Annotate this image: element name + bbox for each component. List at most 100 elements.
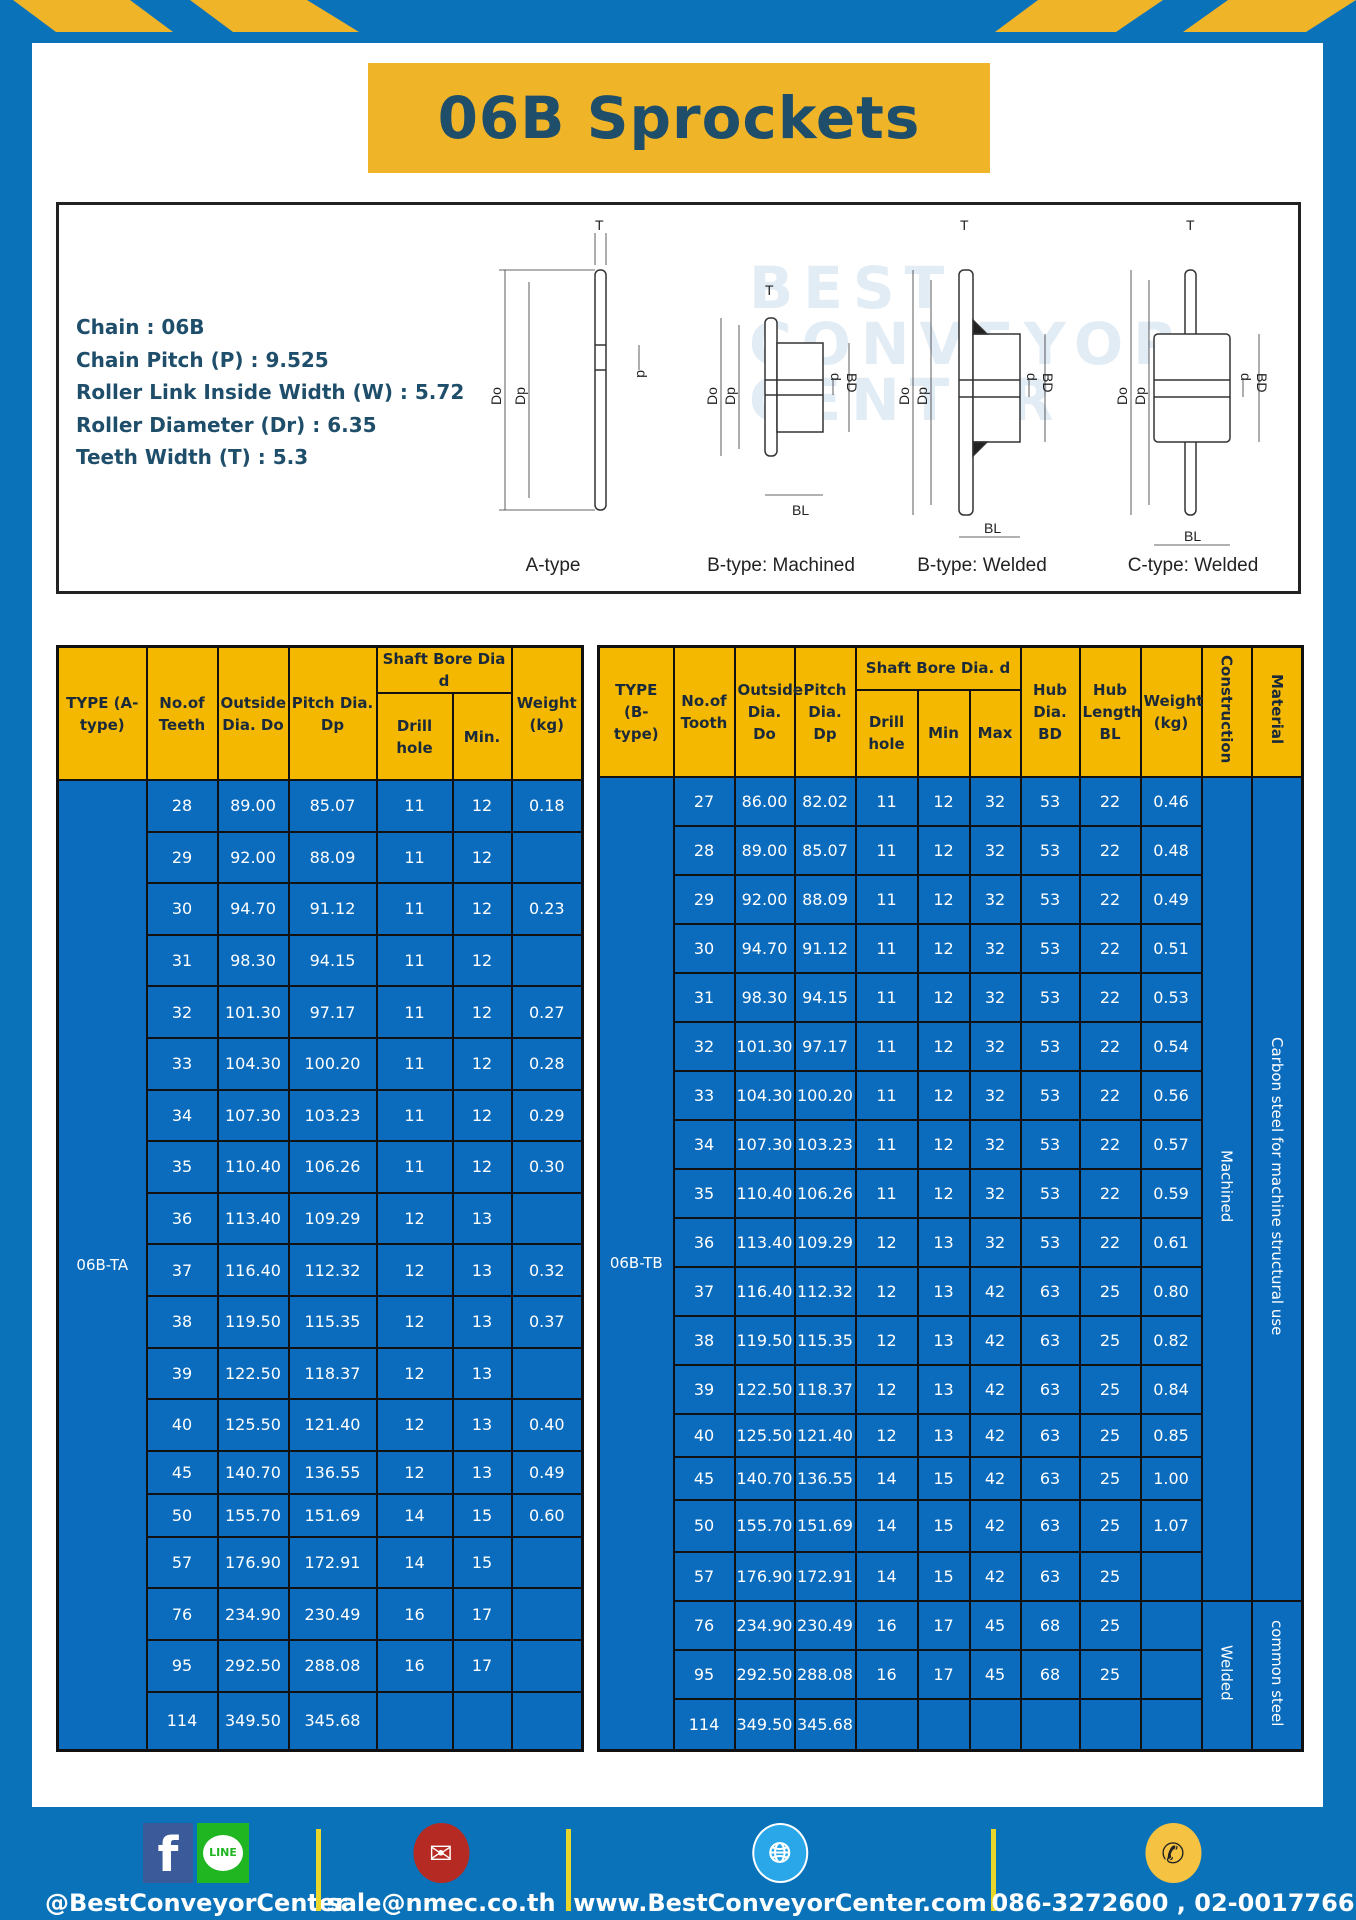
cell-max-bore: 32	[968, 971, 1022, 1023]
cell-outside-dia: 122.50	[216, 1346, 290, 1401]
cell-drill-hole: 12	[854, 1314, 919, 1366]
cell-weight	[510, 1587, 584, 1641]
svg-text:Do: Do	[1114, 387, 1130, 405]
cell-min-bore: 12	[451, 985, 513, 1039]
website-contact[interactable]: 🌐︎ www.BestConveyorCenter.com	[573, 1807, 987, 1917]
cell-teeth: 45	[145, 1449, 219, 1495]
email-contact[interactable]: ✉ sale@nmec.co.th	[326, 1807, 556, 1917]
cell-weight: 0.37	[510, 1294, 584, 1349]
cell-min-bore: 15	[916, 1498, 971, 1553]
table-row: 32 101.30 97.17 11 12 32 53 22 0.54	[599, 1020, 1303, 1072]
label-a-type: A-type	[525, 555, 581, 576]
cell-outside-dia: 176.90	[216, 1535, 290, 1590]
cell-pitch-dia: 82.02	[793, 775, 857, 827]
cell-teeth: 29	[145, 830, 219, 885]
cell-teeth: 30	[145, 882, 219, 936]
cell-pitch-dia: 121.40	[287, 1398, 378, 1452]
phone-icon: ✆	[1144, 1823, 1201, 1883]
cell-pitch-dia: 85.07	[793, 824, 857, 876]
cell-pitch-dia: 103.23	[287, 1088, 378, 1143]
cell-drill-hole: 11	[375, 985, 454, 1039]
material-cell: Carbon steel for machine structural use	[1250, 775, 1304, 1602]
cell-pitch-dia: 230.49	[793, 1599, 857, 1651]
cell-hub-dia	[1019, 1697, 1081, 1752]
cell-teeth: 39	[145, 1346, 219, 1401]
email-icon: ✉	[413, 1823, 469, 1883]
cell-pitch-dia: 91.12	[287, 882, 378, 936]
cell-teeth: 40	[672, 1412, 736, 1458]
cell-hub-length: 25	[1078, 1648, 1142, 1700]
cell-outside-dia: 234.90	[733, 1599, 796, 1651]
spec-teeth-width: Teeth Width (T) : 5.3	[76, 445, 309, 469]
cell-drill-hole: 12	[854, 1363, 919, 1415]
header-material: Material	[1250, 645, 1304, 778]
email-address[interactable]: sale@nmec.co.th	[326, 1889, 556, 1917]
cell-teeth: 57	[672, 1550, 736, 1602]
table-row: 57 176.90 172.91 14 15 42 63 25	[599, 1550, 1303, 1602]
table-row: 35 110.40 106.26 11 12 32 53 22 0.59	[599, 1167, 1303, 1219]
cell-pitch-dia: 118.37	[287, 1346, 378, 1401]
header-hub-length: Hub Length BL	[1078, 645, 1142, 778]
divider	[316, 1829, 321, 1911]
cell-drill-hole: 12	[375, 1346, 454, 1401]
cell-weight: 0.85	[1139, 1412, 1203, 1458]
header-outside-dia: Outside Dia. Do	[733, 645, 803, 778]
table-row: 30 94.70 91.12 11 12 32 53 22 0.51	[599, 922, 1303, 974]
line-icon[interactable]: LINE	[197, 1823, 249, 1883]
table-row: 29 92.00 88.09 11 12	[58, 830, 584, 885]
cell-hub-dia: 53	[1019, 1167, 1081, 1219]
cell-pitch-dia: 112.32	[793, 1265, 857, 1317]
cell-max-bore: 42	[968, 1455, 1022, 1501]
cell-outside-dia: 176.90	[733, 1550, 796, 1602]
cell-weight: 0.49	[510, 1449, 584, 1495]
cell-weight: 0.57	[1139, 1118, 1203, 1170]
construction-cell: Welded	[1200, 1599, 1253, 1752]
title-banner: 06B Sprockets	[368, 63, 990, 173]
cell-outside-dia: 94.70	[216, 882, 290, 936]
c-welded-drawing	[1130, 269, 1260, 546]
svg-text:T: T	[1186, 217, 1195, 233]
table-row: 40 125.50 121.40 12 13 42 63 25 0.85	[599, 1412, 1303, 1458]
table-row: 37 116.40 112.32 12 13 42 63 25 0.80	[599, 1265, 1303, 1317]
cell-hub-length: 22	[1078, 1020, 1142, 1072]
cell-drill-hole: 11	[854, 1069, 919, 1121]
social-contact[interactable]: f LINE @BestConveyorCenter	[45, 1807, 347, 1917]
cell-weight	[1139, 1550, 1203, 1602]
cell-max-bore: 32	[968, 1069, 1022, 1121]
spec-pitch: Chain Pitch (P) : 9.525	[76, 347, 329, 372]
phone-numbers[interactable]: 086-3272600 , 02-0017766	[991, 1889, 1355, 1917]
svg-text:d: d	[828, 373, 844, 381]
cell-teeth: 45	[672, 1455, 736, 1501]
cell-pitch-dia: 115.35	[287, 1294, 378, 1349]
cell-hub-dia: 68	[1019, 1599, 1081, 1651]
table-row: 50 155.70 151.69 14 15 0.60	[58, 1492, 584, 1538]
cell-drill-hole: 11	[854, 1020, 919, 1072]
header-drill-hole: Drill hole	[854, 688, 919, 778]
cell-weight: 0.53	[1139, 971, 1203, 1023]
cell-drill-hole: 11	[854, 922, 919, 974]
table-row: 31 98.30 94.15 11 12 32 53 22 0.53	[599, 971, 1303, 1023]
header-drill-hole: Drill hole	[375, 692, 454, 781]
type-cell: 06B-TA	[56, 779, 148, 1752]
cell-outside-dia: 94.70	[733, 922, 796, 974]
cell-pitch-dia: 97.17	[287, 985, 378, 1039]
facebook-icon[interactable]: f	[143, 1823, 193, 1883]
cell-min-bore: 15	[916, 1550, 971, 1602]
construction-cell: Machined	[1200, 775, 1253, 1602]
cell-weight: 0.82	[1139, 1314, 1203, 1366]
cell-max-bore: 32	[968, 824, 1022, 876]
cell-weight	[1139, 1599, 1203, 1651]
social-handle[interactable]: @BestConveyorCenter	[45, 1889, 347, 1917]
cell-outside-dia: 116.40	[216, 1243, 290, 1297]
cell-min-bore: 17	[916, 1599, 971, 1651]
cell-drill-hole: 14	[854, 1498, 919, 1553]
cell-drill-hole	[854, 1697, 919, 1752]
cell-outside-dia: 125.50	[216, 1398, 290, 1452]
website-url[interactable]: www.BestConveyorCenter.com	[573, 1889, 987, 1917]
cell-drill-hole: 11	[854, 824, 919, 876]
cell-hub-dia: 68	[1019, 1648, 1081, 1700]
cell-min-bore: 12	[451, 1036, 513, 1091]
cell-min-bore: 13	[916, 1363, 971, 1415]
phone-contact[interactable]: ✆ 086-3272600 , 02-0017766	[991, 1807, 1355, 1917]
cell-teeth: 35	[145, 1140, 219, 1194]
